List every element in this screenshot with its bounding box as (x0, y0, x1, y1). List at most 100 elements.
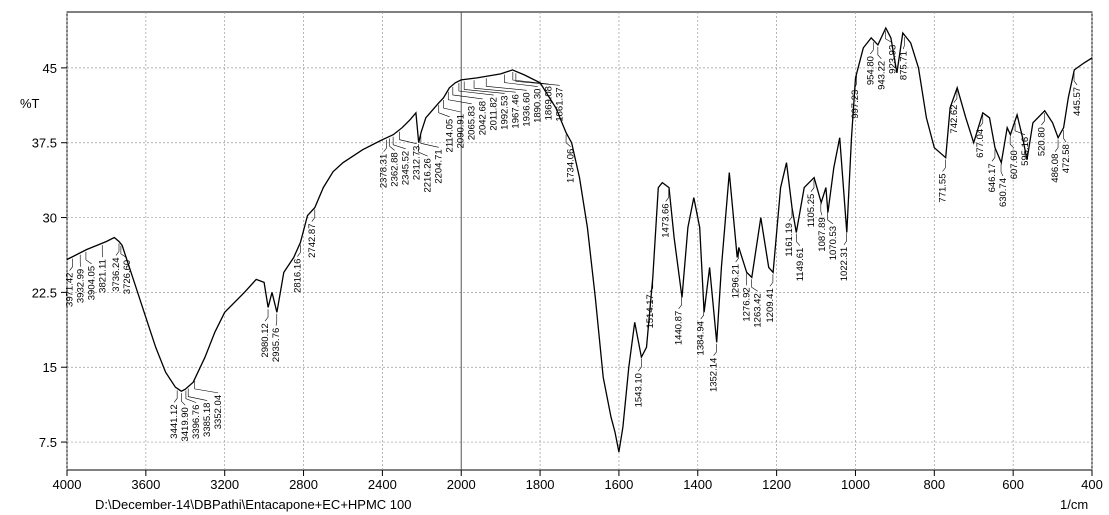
peak-leader (1014, 122, 1026, 136)
peak-leader (185, 390, 197, 403)
peak-leader (885, 30, 893, 44)
peak-leader (1009, 136, 1015, 149)
peak-label: 1022.31 (839, 247, 850, 281)
peak-leader (275, 313, 278, 326)
peak-label: 520.80 (1036, 127, 1047, 156)
peak-leader (827, 211, 834, 225)
peak-leader (991, 149, 996, 162)
peak-label: 954.80 (865, 56, 876, 85)
peak-label: 486.08 (1050, 154, 1061, 183)
y-tick-label: 30 (43, 211, 57, 226)
peak-label: 2362.88 (390, 152, 401, 186)
peak-label: 3726.60 (122, 260, 133, 294)
peak-leader (512, 72, 549, 85)
peak-leader (700, 307, 705, 320)
x-tick-label: 1000 (841, 477, 870, 492)
peak-label: 3821.11 (98, 259, 109, 293)
peak-label: 630.74 (998, 178, 1009, 207)
peak-leader (438, 104, 450, 118)
x-axis-label: 1/cm (1060, 497, 1088, 512)
peak-leader (115, 243, 120, 256)
peak-label: 3932.99 (76, 269, 87, 303)
peak-label: 943.22 (876, 61, 887, 90)
peak-label: 1890.30 (533, 89, 544, 123)
peak-label: 2312.73 (412, 146, 423, 180)
peak-leader (843, 232, 847, 246)
peak-label: 1473.66 (661, 203, 672, 237)
x-tick-label: 2400 (368, 477, 397, 492)
peak-label: 3385.18 (202, 403, 213, 437)
peak-leader (383, 139, 387, 152)
peak-label: 1384.94 (696, 321, 707, 355)
peak-label: 1869.08 (544, 86, 555, 120)
peak-leader (173, 390, 178, 403)
peak-leader (820, 203, 823, 216)
spectrum-line (66, 26, 1093, 453)
peak-label: 1734.06 (566, 149, 577, 183)
y-tick-label: 37.5 (32, 136, 57, 151)
x-tick-label: 800 (923, 477, 945, 492)
peak-leader (678, 296, 682, 309)
peak-label: 2114.05 (445, 119, 456, 153)
peak-leader (452, 86, 483, 100)
peak-leader (788, 208, 793, 222)
peak-label: 997.23 (850, 90, 861, 119)
peak-leader (504, 74, 538, 87)
y-tick-label: 7.5 (39, 435, 57, 450)
peak-leader (297, 244, 301, 257)
peak-label: 1105.25 (806, 194, 817, 228)
peak-leader (399, 131, 417, 145)
peak-label: 2345.52 (401, 151, 412, 185)
peak-label: 1263.42 (753, 293, 764, 327)
peak-leader (85, 251, 92, 265)
peak-leader (638, 359, 642, 372)
peak-label: 2816.16 (292, 259, 303, 293)
peak-label: 2742.87 (307, 224, 318, 258)
x-tick-label: 2000 (447, 477, 476, 492)
peak-label: 1992.53 (500, 95, 511, 129)
peak-label: 742.62 (949, 105, 960, 134)
peak-leader (854, 75, 857, 88)
peak-label: 771.55 (938, 173, 949, 202)
peak-label: 1967.46 (511, 94, 522, 128)
peak-label: 1087.89 (817, 217, 828, 251)
peak-label: 3441.12 (169, 404, 180, 438)
peak-label: 1440.87 (674, 311, 685, 345)
peak-label: 3396.76 (191, 405, 202, 439)
peak-leader (665, 189, 670, 202)
peak-label: 1543.10 (633, 373, 644, 407)
peak-leader (485, 78, 527, 91)
peak-leader (769, 274, 774, 287)
peak-leader (447, 91, 472, 105)
peak-leader (311, 209, 316, 222)
peak-label: 3736.24 (111, 257, 122, 291)
peak-leader (565, 134, 571, 147)
peak-leader (1073, 72, 1078, 86)
footer: D:\December-14\DBPathi\Entacapone+EC+HPM… (95, 497, 412, 512)
peak-leader (953, 90, 958, 103)
peak-leader (181, 393, 186, 406)
peak-label: 646.17 (987, 163, 998, 192)
peak-label: 1352.14 (709, 358, 720, 392)
peak-label: 2065.83 (467, 106, 478, 140)
x-tick-label: 1400 (683, 477, 712, 492)
peak-leader (392, 136, 406, 150)
peak-leader (942, 159, 946, 172)
peak-label: 875.71 (898, 51, 909, 80)
peak-label: 1936.60 (522, 92, 533, 126)
peak-label: 607.60 (1009, 150, 1020, 179)
peak-leader (194, 380, 219, 394)
peak-leader (870, 42, 874, 55)
peak-label: 2216.26 (423, 158, 434, 192)
x-tick-label: 600 (1002, 477, 1024, 492)
peak-label: 1209.41 (765, 288, 776, 322)
peak-leader (418, 144, 428, 157)
peak-label: 2090.91 (456, 114, 467, 148)
peak-leader (1000, 163, 1004, 177)
peak-label: 3904.05 (87, 266, 98, 300)
peak-leader (1063, 130, 1067, 143)
peak-label: 2204.71 (434, 149, 445, 183)
peak-label: 1514.17 (645, 294, 656, 328)
x-tick-label: 3200 (210, 477, 239, 492)
